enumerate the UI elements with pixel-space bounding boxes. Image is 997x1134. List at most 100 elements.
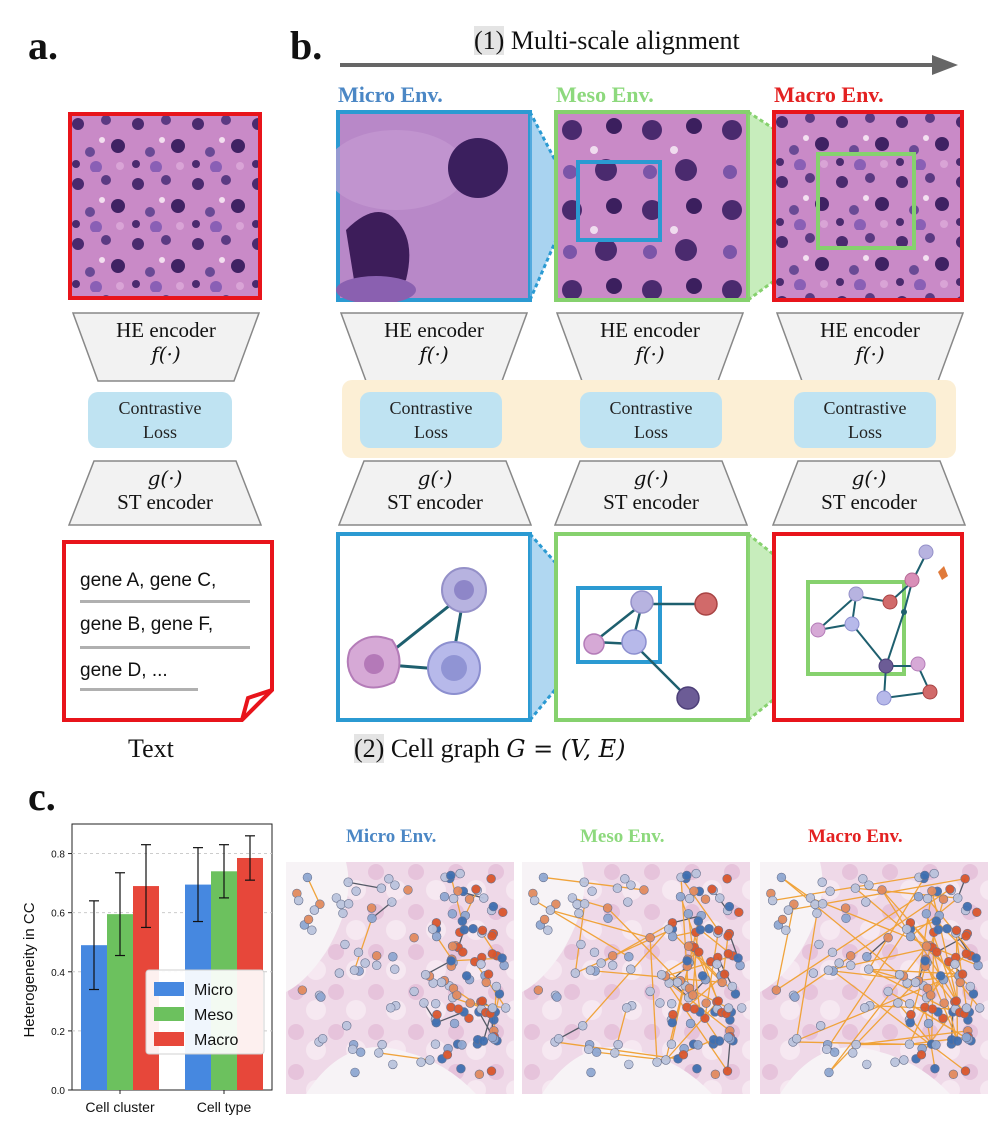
cell-point [436, 977, 447, 988]
tissue-gap [522, 862, 585, 992]
cross-edge [781, 876, 811, 899]
meso-spatial-map [522, 862, 750, 1094]
cell-graph-formula: G = (V, E) [506, 735, 626, 763]
legend-swatch-meso [154, 1007, 184, 1021]
cell-point [724, 901, 735, 912]
cell-point [498, 907, 508, 918]
cell-point [340, 939, 350, 950]
cell-point [927, 1004, 938, 1014]
cell-point [723, 949, 734, 959]
cell-point [465, 998, 475, 1008]
cell-point [683, 909, 694, 919]
cell-point [425, 1055, 435, 1065]
cell-point [678, 1050, 689, 1060]
meso-env-title: Meso Env. [556, 82, 654, 107]
st-encoder-shape-a [68, 460, 262, 526]
cell-point [334, 968, 345, 978]
cell-point [316, 992, 326, 1002]
cell-point [704, 924, 714, 934]
cell-point [727, 981, 738, 992]
cell-point [894, 970, 905, 980]
cell-point [683, 941, 694, 951]
cell-point [491, 981, 502, 992]
cell-point [805, 893, 816, 903]
cell-point [487, 1003, 498, 1013]
cell-point [713, 925, 724, 936]
cell-point [374, 1048, 384, 1058]
cell-point [790, 992, 800, 1002]
cell-point [486, 874, 496, 884]
cell-point [667, 1017, 677, 1028]
cell-point [824, 1067, 834, 1078]
cell-point [789, 899, 799, 909]
cross-edge [668, 982, 731, 1032]
legend-swatch-micro [154, 982, 184, 996]
cell-point [652, 1057, 662, 1067]
cell-point [596, 958, 606, 968]
cell-point [576, 939, 586, 950]
he-encoder-label-a: HE encoder f(·) [116, 318, 216, 366]
legend-label-meso: Meso [194, 1007, 233, 1024]
cell-point [483, 969, 494, 979]
cell-point [685, 1018, 696, 1029]
cell-graph-number: (2) [354, 734, 385, 763]
cell-point [902, 924, 912, 934]
cell-point [905, 1017, 915, 1028]
gene-rule-2 [80, 646, 250, 649]
y-tick-label-2: 0.4 [51, 968, 65, 979]
cell-point [347, 1044, 358, 1055]
he-image-a [68, 112, 262, 300]
cell-point [297, 985, 308, 995]
cell-point [953, 893, 963, 903]
cell-point [591, 1047, 602, 1057]
cell-point [456, 1063, 466, 1074]
cross-edge [927, 898, 977, 959]
cell-point [948, 1069, 959, 1079]
cell-point [734, 907, 744, 918]
cell-point [723, 931, 733, 941]
cell-point [620, 874, 630, 884]
cell-point [961, 1003, 972, 1013]
cell-point [951, 996, 961, 1006]
cell-point [668, 1009, 678, 1020]
cross-edge [793, 888, 951, 996]
cell-point [717, 977, 727, 988]
cell-point [624, 1059, 634, 1070]
panel-label-c: c. [28, 774, 56, 819]
cell-point [864, 964, 874, 974]
cell-point [689, 1004, 700, 1014]
micro-spatial-map [286, 862, 514, 1094]
c-macro-title: Macro Env. [808, 826, 903, 847]
cell-point [447, 941, 458, 951]
cell-point [707, 884, 717, 894]
cross-edge [810, 897, 979, 967]
alignment-title: (1) Multi-scale alignment [474, 26, 740, 56]
st-encoder-shape-micro [338, 460, 532, 526]
cell-point [446, 870, 456, 881]
cell-point [457, 916, 468, 926]
micro-meso-connector [530, 111, 558, 301]
cell-point [851, 1039, 861, 1050]
cell-point [817, 877, 827, 887]
cell-point [307, 925, 317, 935]
cell-point [371, 951, 382, 961]
cell-point [315, 899, 325, 909]
cell-point [309, 905, 320, 915]
contrastive-loss-micro: Contrastive Loss [360, 392, 502, 448]
cell-point [975, 1003, 985, 1013]
cell-point [814, 939, 824, 950]
cell-point [931, 916, 942, 926]
cell-point [386, 1003, 396, 1013]
cell-point [459, 925, 469, 935]
cross-edge [306, 877, 321, 905]
cell-point [890, 1057, 900, 1067]
cell-point [771, 985, 782, 995]
cell-point [834, 958, 844, 968]
cell-point [409, 986, 419, 997]
cross-edge [909, 928, 942, 977]
cell-point [906, 1009, 916, 1020]
cell-point [971, 953, 981, 963]
panel-label-b: b. [290, 23, 323, 68]
cell-point [545, 905, 556, 915]
cell-point [719, 969, 730, 979]
